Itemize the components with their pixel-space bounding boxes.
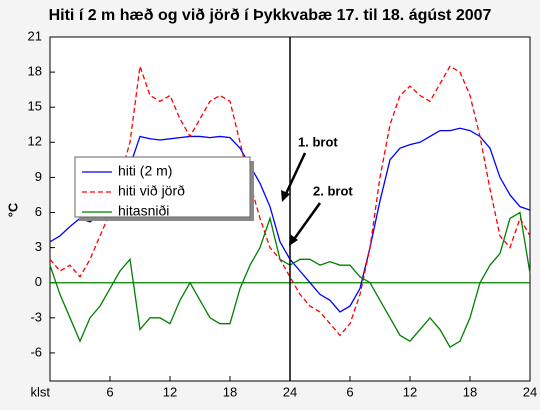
x-tick-label: 6 <box>346 384 353 399</box>
y-tick-label: 9 <box>35 169 42 184</box>
y-tick-label: 0 <box>35 274 42 289</box>
chart-title: Hiti í 2 m hæð og við jörð í Þykkvabæ 17… <box>49 7 492 24</box>
x-tick-label: 18 <box>223 384 237 399</box>
legend-items: hiti (2 m) hiti við jörð hitasniði <box>82 163 185 219</box>
arrow-head <box>281 190 290 202</box>
legend-label: hitasniði <box>118 203 169 219</box>
y-tick-label: -6 <box>30 344 42 359</box>
y-tick-label: 18 <box>28 64 42 79</box>
y-axis-label: °C <box>5 202 20 217</box>
y-tick-label: 12 <box>28 134 42 149</box>
y-tick-label: 15 <box>28 99 42 114</box>
x-tick-label: klst <box>31 384 51 399</box>
annotation: 1. brot <box>298 134 338 149</box>
legend-label: hiti við jörð <box>118 183 185 199</box>
x-tick-label: 12 <box>163 384 177 399</box>
annotation: 2. brot <box>313 183 353 198</box>
annotation-arrow <box>290 202 322 243</box>
x-tick-label: 24 <box>283 384 297 399</box>
y-tick-label: 6 <box>35 204 42 219</box>
y-tick-label: -3 <box>30 309 42 324</box>
y-tick-label: 21 <box>28 28 42 43</box>
x-tick-label: 6 <box>106 384 113 399</box>
legend-label: hiti (2 m) <box>118 163 172 179</box>
legend <box>74 156 251 218</box>
x-tick-label: 18 <box>463 384 477 399</box>
y-tick-label: 3 <box>35 239 42 254</box>
series-line <box>49 65 531 337</box>
arrow-head <box>289 234 298 246</box>
x-tick-label: 24 <box>523 384 537 399</box>
annotation-arrow <box>282 152 307 199</box>
x-tick-label: 12 <box>403 384 417 399</box>
